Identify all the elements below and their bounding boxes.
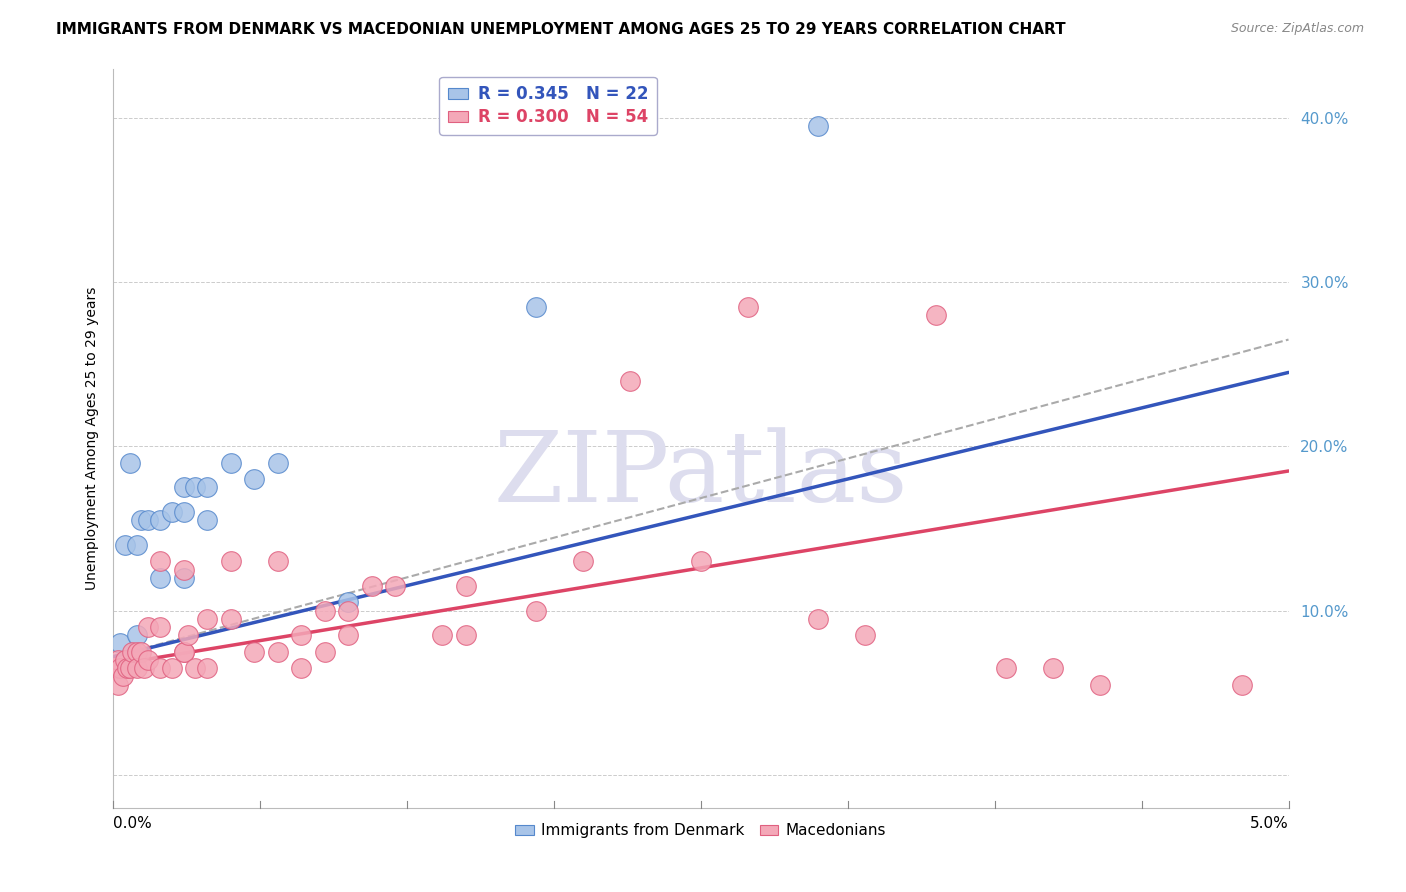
Point xyxy=(219,612,242,626)
Text: ZIPatlas: ZIPatlas xyxy=(494,427,908,523)
Point xyxy=(160,505,183,519)
Point xyxy=(173,480,195,494)
Point xyxy=(132,661,155,675)
Point xyxy=(118,456,141,470)
Point xyxy=(184,480,207,494)
Text: Source: ZipAtlas.com: Source: ZipAtlas.com xyxy=(1230,22,1364,36)
Point xyxy=(572,554,595,568)
Point xyxy=(925,308,948,322)
Point xyxy=(337,595,360,609)
Point xyxy=(195,661,218,675)
Point xyxy=(110,661,132,675)
Point xyxy=(114,538,136,552)
Point xyxy=(195,513,218,527)
Point xyxy=(149,620,172,634)
Point xyxy=(125,538,148,552)
Point xyxy=(173,645,195,659)
Point xyxy=(619,374,641,388)
Point xyxy=(290,661,312,675)
Point xyxy=(107,677,129,691)
Point xyxy=(855,628,877,642)
Point xyxy=(243,645,266,659)
Point xyxy=(138,513,160,527)
Point xyxy=(337,628,360,642)
Point xyxy=(995,661,1018,675)
Point xyxy=(314,604,336,618)
Point xyxy=(195,612,218,626)
Point xyxy=(243,472,266,486)
Point xyxy=(337,604,360,618)
Point xyxy=(360,579,382,593)
Y-axis label: Unemployment Among Ages 25 to 29 years: Unemployment Among Ages 25 to 29 years xyxy=(86,286,100,590)
Point xyxy=(173,645,195,659)
Point xyxy=(149,571,172,585)
Point xyxy=(219,554,242,568)
Point xyxy=(219,456,242,470)
Point xyxy=(454,579,477,593)
Point xyxy=(807,119,830,133)
Point xyxy=(173,571,195,585)
Point xyxy=(125,628,148,642)
Point xyxy=(118,661,141,675)
Point xyxy=(689,554,711,568)
Point xyxy=(184,661,207,675)
Text: IMMIGRANTS FROM DENMARK VS MACEDONIAN UNEMPLOYMENT AMONG AGES 25 TO 29 YEARS COR: IMMIGRANTS FROM DENMARK VS MACEDONIAN UN… xyxy=(56,22,1066,37)
Point xyxy=(432,628,454,642)
Point xyxy=(524,604,547,618)
Point xyxy=(131,513,153,527)
Point xyxy=(454,628,477,642)
Point xyxy=(138,653,160,667)
Point xyxy=(104,661,127,675)
Point xyxy=(114,653,136,667)
Point xyxy=(1090,677,1112,691)
Point xyxy=(149,661,172,675)
Point xyxy=(149,513,172,527)
Text: 0.0%: 0.0% xyxy=(114,816,152,831)
Point xyxy=(314,645,336,659)
Point xyxy=(138,620,160,634)
Point xyxy=(737,300,759,314)
Point xyxy=(524,300,547,314)
Point xyxy=(160,661,183,675)
Legend: Immigrants from Denmark, Macedonians: Immigrants from Denmark, Macedonians xyxy=(509,817,893,845)
Point xyxy=(195,480,218,494)
Point xyxy=(125,661,148,675)
Point xyxy=(1230,677,1253,691)
Point xyxy=(107,653,129,667)
Point xyxy=(1042,661,1064,675)
Point xyxy=(125,645,148,659)
Point xyxy=(117,661,139,675)
Point xyxy=(807,612,830,626)
Point xyxy=(177,628,200,642)
Point xyxy=(267,554,290,568)
Point xyxy=(110,636,132,650)
Point xyxy=(121,645,143,659)
Point xyxy=(149,554,172,568)
Point xyxy=(111,669,134,683)
Point xyxy=(131,645,153,659)
Point xyxy=(290,628,312,642)
Point xyxy=(173,563,195,577)
Point xyxy=(267,456,290,470)
Text: 5.0%: 5.0% xyxy=(1250,816,1288,831)
Point xyxy=(267,645,290,659)
Point xyxy=(384,579,406,593)
Point xyxy=(173,505,195,519)
